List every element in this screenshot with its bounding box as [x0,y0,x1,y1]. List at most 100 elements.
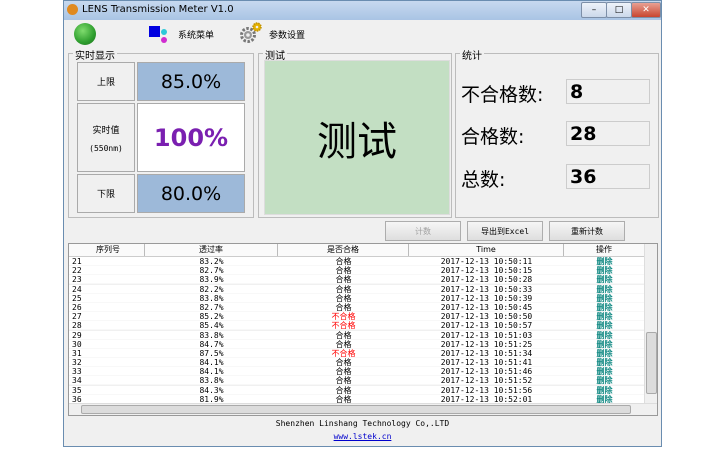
stats-group: 统计 不合格数: 8 合格数: 28 总数: 36 [455,47,659,218]
serial-cell: 29 [72,330,82,340]
time-cell: 2017-12-13 10:50:50 [440,312,533,322]
close-button[interactable]: ✕ [631,2,661,18]
transmittance-cell: 82.7% [199,302,224,312]
table-row[interactable]: 32 84.1% 合格 2017-12-13 10:51:41 删除 [69,358,657,368]
transmittance-cell: 82.2% [199,284,224,294]
fail-count-value: 8 [566,79,650,104]
serial-cell: 27 [72,312,82,322]
table-row[interactable]: 35 84.3% 合格 2017-12-13 10:51:56 删除 [69,385,657,395]
pass-status-cell: 合格 [335,293,352,303]
table-row[interactable]: 21 83.2% 合格 2017-12-13 10:50:11 删除 [69,257,657,267]
pass-status-cell: 合格 [335,358,352,368]
table-row[interactable]: 26 82.7% 合格 2017-12-13 10:50:45 删除 [69,302,657,313]
table-row[interactable]: 25 83.8% 合格 2017-12-13 10:50:39 删除 [69,293,657,303]
delete-button[interactable]: 删除 [596,394,613,404]
table-body: 21 83.2% 合格 2017-12-13 10:50:11 删除 22 82.7% 合格 2… [69,257,657,404]
table-row[interactable]: 31 87.5% 不合格 2017-12-13 10:51:34 删除 [69,348,657,359]
minimize-button[interactable]: – [581,2,607,18]
table-row[interactable]: 34 83.8% 合格 2017-12-13 10:51:52 删除 [69,376,657,386]
upper-limit-label: 上限 [77,62,135,101]
settings-gear-icon[interactable] [238,21,264,45]
delete-button[interactable]: 删除 [596,348,613,358]
test-group: 测试 测试 [258,47,452,218]
serial-cell: 21 [72,257,82,266]
export-excel-button[interactable]: 导出到Excel [467,221,543,241]
header-serial[interactable]: 序列号 [69,244,145,256]
horizontal-scroll-thumb[interactable] [81,405,631,414]
maximize-button[interactable]: □ [606,2,632,18]
delete-button[interactable]: 删除 [596,330,613,340]
vertical-scrollbar[interactable] [644,244,657,404]
serial-cell: 22 [72,266,82,276]
table-row[interactable]: 27 85.2% 不合格 2017-12-13 10:50:50 删除 [69,312,657,322]
delete-button[interactable]: 删除 [596,376,613,386]
count-button[interactable]: 计数 [385,221,461,241]
delete-button[interactable]: 删除 [596,302,613,312]
reset-count-button[interactable]: 重新计数 [549,221,625,241]
table-row[interactable]: 30 84.7% 合格 2017-12-13 10:51:25 删除 [69,339,657,349]
horizontal-scrollbar[interactable] [69,403,657,415]
serial-cell: 33 [72,367,82,377]
pass-status-cell: 合格 [335,284,352,294]
pass-status-cell: 合格 [335,266,352,276]
header-transmittance[interactable]: 透过率 [145,244,278,256]
serial-cell: 30 [72,339,82,349]
delete-button[interactable]: 删除 [596,339,613,349]
delete-button[interactable]: 删除 [596,284,613,294]
serial-cell: 31 [72,348,82,358]
transmittance-cell: 84.1% [199,358,224,368]
pass-status-cell: 合格 [335,376,352,386]
lower-limit-label: 下限 [77,174,135,213]
pass-status-cell: 合格 [335,302,352,312]
status-indicator-icon [74,23,96,45]
table-row[interactable]: 22 82.7% 合格 2017-12-13 10:50:15 删除 [69,266,657,276]
current-value: 100% [137,103,245,172]
records-table: 序列号 透过率 是否合格 Time 操作 21 83.2% 合格 2017-12-13… [68,243,658,416]
transmittance-cell: 83.8% [199,376,224,386]
table-row[interactable]: 29 83.8% 合格 2017-12-13 10:51:03 删除 [69,330,657,340]
table-row[interactable]: 28 85.4% 不合格 2017-12-13 10:50:57 删除 [69,321,657,331]
delete-button[interactable]: 删除 [596,257,613,266]
pass-status-cell: 合格 [335,367,352,377]
delete-button[interactable]: 删除 [596,321,613,331]
delete-button[interactable]: 删除 [596,293,613,303]
delete-button[interactable]: 删除 [596,266,613,276]
time-cell: 2017-12-13 10:51:03 [440,330,533,340]
table-row[interactable]: 33 84.1% 合格 2017-12-13 10:51:46 删除 [69,367,657,377]
header-action[interactable]: 操作 [564,244,645,256]
transmittance-cell: 84.7% [199,339,224,349]
table-row[interactable]: 23 83.9% 合格 2017-12-13 10:50:28 删除 [69,275,657,285]
serial-cell: 23 [72,275,82,285]
transmittance-cell: 84.1% [199,367,224,377]
delete-button[interactable]: 删除 [596,385,613,395]
system-menu-icon[interactable] [149,26,160,37]
pass-status-cell: 不合格 [331,312,356,322]
table-row[interactable]: 36 81.9% 合格 2017-12-13 10:52:01 删除 [69,394,657,404]
pass-count-label: 合格数: [461,126,525,148]
serial-cell: 32 [72,358,82,368]
delete-button[interactable]: 删除 [596,367,613,377]
delete-button[interactable]: 删除 [596,312,613,322]
time-cell: 2017-12-13 10:50:57 [440,321,533,331]
app-icon [67,4,78,15]
system-menu-icon-node [161,29,167,35]
website-link[interactable]: www.lstek.cn [333,432,392,441]
pass-status-cell: 合格 [335,385,352,395]
system-menu-button[interactable]: 系统菜单 [178,31,215,41]
serial-cell: 25 [72,293,82,303]
vertical-scroll-thumb[interactable] [646,332,657,394]
pass-status-cell: 合格 [335,394,352,404]
header-pass[interactable]: 是否合格 [278,244,409,256]
test-group-label: 测试 [263,47,287,62]
table-row[interactable]: 24 82.2% 合格 2017-12-13 10:50:33 删除 [69,284,657,294]
serial-cell: 34 [72,376,82,386]
delete-button[interactable]: 删除 [596,275,613,285]
time-cell: 2017-12-13 10:51:41 [440,358,533,368]
fail-count-label: 不合格数: [461,84,544,106]
current-value-label: 实时值 [92,125,120,136]
serial-cell: 28 [72,321,82,331]
app-window: LENS Transmission Meter V1.0 – □ ✕ 系统菜单 … [63,0,662,447]
header-time[interactable]: Time [409,244,564,256]
settings-button[interactable]: 参数设置 [269,31,306,41]
delete-button[interactable]: 删除 [596,358,613,368]
